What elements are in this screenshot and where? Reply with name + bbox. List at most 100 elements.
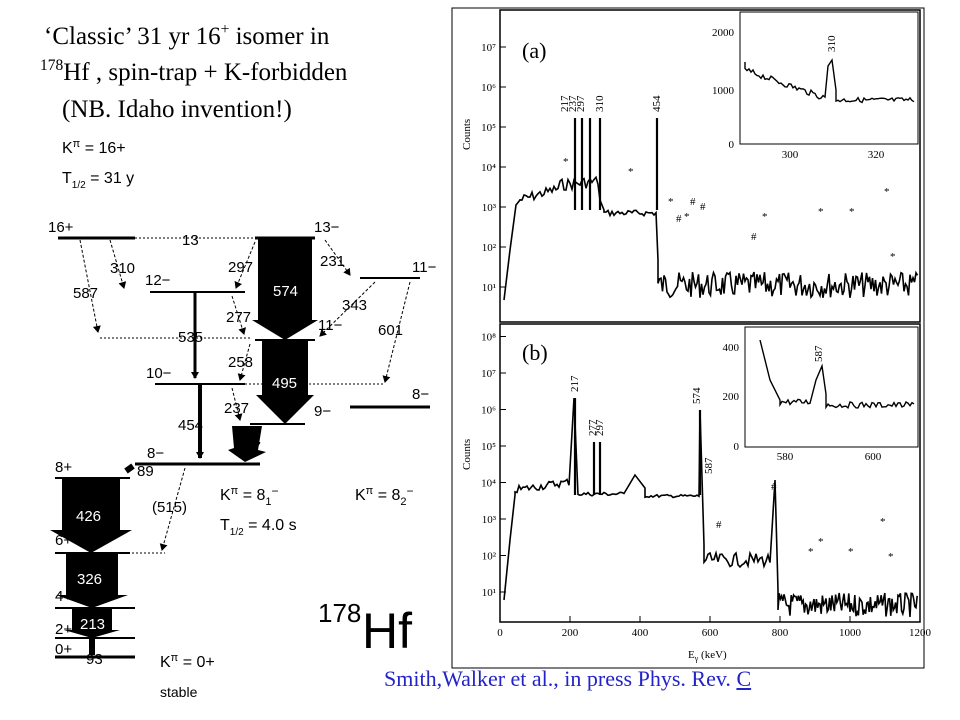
inset-a-peak-label: 310 [826,35,838,52]
x-tick-label: 600 [702,627,719,639]
panel-a-spectrum-trace [503,175,919,301]
inset-a-xtick: 300 [782,149,799,161]
panel-a-label: (a) [522,38,546,63]
panel-b-peak-marker: # [771,481,777,493]
y-tick-label: 10² [482,242,497,254]
y-tick-label: 10⁶ [481,405,496,417]
level-scheme-diagram: Kπ = 16+ T1/2 = 31 y 16+ 13− 12− 11− 11−… [48,138,437,700]
transition-label: (515) [152,499,187,516]
citation-link[interactable]: C [736,666,752,691]
gamma-515 [159,467,186,551]
k0-label: Kπ = 0+ [160,652,215,671]
title-line-3: (NB. Idaho invention!) [62,96,292,123]
transition-label: 297 [228,259,253,276]
isomer-k-label: Kπ = 16+ [62,138,126,157]
panel-a-peak-label: 237 [567,95,579,112]
level-label: 8− [412,386,429,403]
inset-b-trace [759,339,915,410]
level-label: 2+ [55,621,72,638]
transition-label: 237 [224,400,249,417]
panel-b-label: (b) [522,340,548,365]
panel-a-peak-label: 310 [594,95,606,112]
panel-a-peak-marker: * [884,186,890,198]
panel-a-peak-marker: * [684,211,690,223]
panel-b-peak-marker: * [808,546,814,558]
y-tick-label: 10¹ [482,587,496,599]
y-tick-label: 10⁷ [481,42,496,54]
gamma-arrow-89 [124,463,135,474]
panel-a-peak-marker: * [890,251,896,263]
inset-b-peak-label: 587 [813,345,825,362]
x-tick-label: 800 [772,627,789,639]
y-tick-label: 10⁸ [481,332,496,344]
inset-a-ytick: 1000 [712,85,735,97]
panel-a-peak-marker: * [563,156,569,168]
inset-b-ytick: 400 [723,342,740,354]
transition-label: 93 [86,651,103,668]
k82-label: Kπ = 82− [355,484,414,508]
panel-a-peak-marker: * [668,196,674,208]
panel-b-peak-label: 217 [569,375,581,392]
transition-label: 343 [342,297,367,314]
panel-b-spectrum-trace [503,397,918,618]
level-label: 13− [314,219,340,236]
gamma-arrow-574 [252,238,318,340]
panel-b-y-ticks: 10¹ 10² 10³ 10⁴ 10⁵ 10⁶ 10⁷ 10⁸ [481,332,506,599]
panel-a-peak-marker: * [818,206,824,218]
level-label: 10− [146,365,172,382]
panel-a-peak-marker: * [628,166,634,178]
gamma-237 [231,387,243,421]
isomer-halflife-label: T1/2 = 31 y [62,170,134,191]
k81-label: Kπ = 81− [220,484,279,508]
panel-a-peak-label: 297 [575,95,587,112]
panel-a-peak-marker: # [751,231,757,243]
x-tick-label: 200 [562,627,579,639]
transition-label: 601 [378,322,403,339]
title-line-1: ‘Classic’ 31 yr 16+ isomer in [44,20,330,50]
panel-b-peak-label: 587 [703,457,715,474]
title-line-2: 178Hf , spin-trap + K-forbidden [40,56,348,86]
k81-halflife: T1/2 = 4.0 s [220,517,297,538]
transition-label: 426 [76,508,101,525]
level-label: 0+ [55,641,72,658]
panel-b-peak-marker: # [716,519,722,531]
panel-a-axes [499,9,921,323]
inset-b-xtick: 580 [777,451,794,463]
inset-a-axes [739,11,919,145]
transition-label: 217 [236,439,261,456]
y-tick-label: 10¹ [482,282,496,294]
transition-label: 587 [73,285,98,302]
x-tick-label: 0 [497,627,503,639]
y-tick-label: 10³ [482,202,497,214]
panel-b-peak-label: 277 [587,419,599,436]
y-tick-label: 10⁴ [481,478,496,490]
y-tick-label: 10⁶ [481,82,496,94]
inset-b-xtick: 600 [865,451,882,463]
level-label: 11− [412,259,437,276]
x-tick-label: 1000 [839,627,862,639]
panel-b-peak-marker: * [880,516,886,528]
transition-label: 231 [320,253,345,270]
transition-label: 310 [110,260,135,277]
y-tick-label: 10² [482,551,497,563]
panel-b-peak-marker: * [848,546,854,558]
gamma-arrow-426 [50,478,132,553]
panel-b-peak-label: 574 [691,387,703,404]
nucleus-mass: 178 [318,598,361,628]
x-axis-ticks: 0 200 400 600 800 1000 1200 [497,616,932,639]
y-tick-label: 10³ [482,514,497,526]
stable-label: stable [160,684,198,700]
y-tick-label: 10⁵ [481,441,496,453]
inset-a-ytick: 0 [729,139,735,151]
gamma-601 [382,281,411,383]
transition-label: 574 [273,283,298,300]
level-label: 8− [147,445,164,462]
gamma-arrow-217 [228,426,266,462]
panel-a-peak-marker: * [849,206,855,218]
gamma-297 [234,241,256,289]
transition-label: 213 [80,616,105,633]
level-label: 12− [145,272,171,289]
